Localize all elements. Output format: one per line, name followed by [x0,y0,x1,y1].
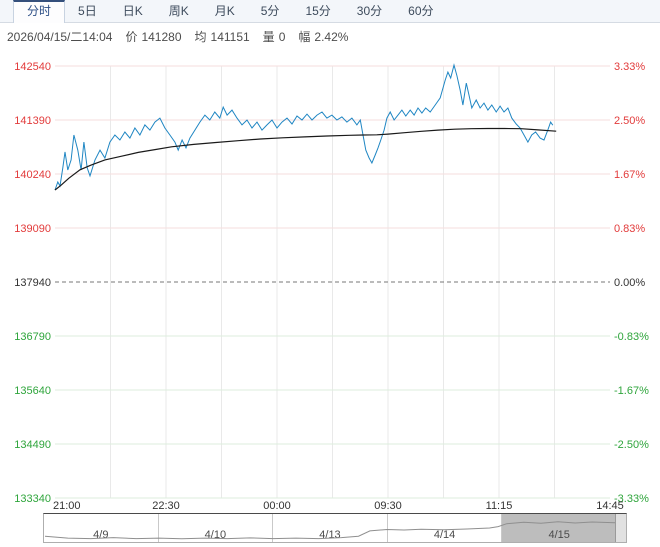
left-axis-tick: 134490 [14,439,51,451]
left-axis-tick: 137940 [14,277,51,289]
tab-period-7[interactable]: 30分 [356,4,383,18]
navigator-segment-1[interactable]: 4/10 [159,514,274,542]
tab-period-0[interactable]: 分时 [13,0,66,23]
time-axis-label: 09:30 [374,500,402,512]
left-axis-tick: 136790 [14,331,51,343]
left-axis-tick: 140240 [14,169,51,181]
quote-field-value: 141151 [210,29,250,44]
tab-period-3[interactable]: 周K [168,4,189,18]
right-axis-tick: -1.67% [614,385,649,397]
navigator-segment-0[interactable]: 4/9 [44,514,159,542]
intraday-chart-canvas[interactable]: 142540 3.33% 141390 2.50% 140240 1.67% 139090 0… [0,46,660,513]
quote-field-0: 价 141280 [125,28,181,45]
left-axis-tick: 141390 [14,115,51,127]
quote-field-1: 均 141151 [195,28,250,45]
navigator-segment-2[interactable]: 4/13 [273,514,388,542]
left-axis-tick: 135640 [14,385,51,397]
period-tabbar: 分时 5日 日K 周K 月K 5分 15分 30分 60分 [0,0,660,23]
right-axis-tick: 3.33% [614,61,645,73]
quote-datetime: 2026/04/15/二14:04 [7,29,113,44]
navigator-date-label: 4/14 [433,529,456,541]
navigator-right-handle[interactable] [615,514,626,542]
right-axis-tick: -2.50% [614,439,649,451]
quote-field-value: 0 [278,29,286,44]
price-line [54,63,554,191]
tab-period-8[interactable]: 60分 [408,4,434,18]
right-axis-tick: -0.83% [614,331,649,343]
quote-field-label: 价 [125,29,138,44]
navigator-segment-4[interactable]: 4/15 [502,514,616,542]
quote-bar: 2026/04/15/二14:04 价 141280 均 141151 量 0 幅 2.42% [0,26,361,46]
navigator-date-label: 4/9 [93,529,109,541]
right-axis-tick: -3.33% [614,493,649,505]
right-axis-tick: 0.83% [614,223,645,235]
tab-period-6[interactable]: 15分 [305,4,331,18]
navigator-date-label: 4/15 [548,529,570,541]
right-axis-tick: 2.50% [614,115,645,127]
average-line [54,127,557,191]
time-axis-label: 22:30 [152,500,180,512]
tab-period-2[interactable]: 日K [122,4,143,18]
quote-field-label: 均 [194,29,207,44]
time-axis-label: 14:45 [596,500,624,512]
date-navigator: 4/9 4/10 4/13 4/14 4/15 [0,513,660,546]
navigator-date-label: 4/13 [319,529,341,541]
tab-period-5[interactable]: 5分 [260,4,280,18]
navigator-track: 4/9 4/10 4/13 4/14 4/15 [43,513,627,543]
left-axis-tick: 139090 [14,223,51,235]
right-axis-tick: 1.67% [614,169,645,181]
quote-field-3: 幅 2.42% [298,28,348,45]
time-axis-label: 00:00 [263,500,291,512]
quote-field-label: 量 [262,29,275,44]
left-axis-tick: 133340 [14,493,51,505]
tab-period-1[interactable]: 5日 [78,4,97,18]
navigator-segments: 4/9 4/10 4/13 4/14 4/15 [44,514,616,542]
left-axis-tick: 142540 [14,61,51,73]
navigator-segment-3[interactable]: 4/14 [388,514,503,542]
tab-period-4[interactable]: 月K [214,4,235,18]
quote-field-value: 2.42% [314,29,349,44]
right-axis-tick: 0.00% [614,277,645,289]
navigator-date-label: 4/10 [204,529,227,541]
quote-field-label: 幅 [298,29,311,44]
quote-field-value: 141280 [141,29,182,44]
time-axis-label: 21:00 [53,500,81,512]
time-axis-label: 11:15 [486,500,513,512]
